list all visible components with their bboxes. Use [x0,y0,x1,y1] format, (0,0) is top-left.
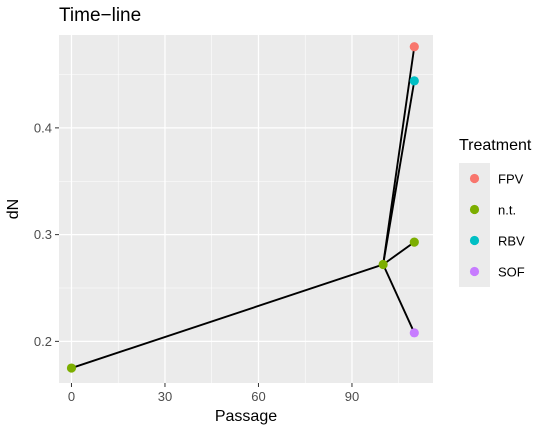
x-tick-label: 60 [251,389,265,404]
legend-key-dot [469,204,480,215]
y-axis-ticks: 0.2 0.3 0.4 [34,120,59,349]
legend: Treatment FPV n.t. RBV SOF [459,137,532,287]
legend-label: SOF [498,265,525,280]
data-point-rbv [409,76,419,86]
legend-label: n.t. [498,203,516,218]
line-segment [382,241,415,266]
plot-panel [59,35,433,383]
legend-keys: FPV n.t. RBV SOF [459,163,525,287]
line-segments [71,46,416,369]
y-tick-label: 0.3 [34,227,52,242]
legend-key-dot [469,266,480,277]
legend-label: RBV [498,234,525,249]
x-tick-label: 30 [158,389,172,404]
data-point-nt [66,363,77,373]
data-point-nt [409,237,419,247]
line-segment [382,264,416,334]
y-axis-title: dN [5,199,22,219]
data-point-nt [378,259,388,270]
x-tick-label: 0 [68,389,75,404]
x-axis-ticks: 0 30 60 90 [68,383,359,404]
y-tick-label: 0.4 [34,120,52,135]
line-segment [382,46,416,265]
line-segment [71,263,384,369]
x-tick-label: 90 [345,389,359,404]
grid-major [59,35,433,383]
data-point-fpv [409,42,419,52]
legend-title: Treatment [459,137,532,154]
chart-title: Time−line [59,5,141,26]
y-tick-label: 0.2 [34,334,52,349]
legend-key-dot [469,173,480,184]
line-segment [382,80,416,265]
legend-label: FPV [498,172,524,187]
x-axis-title: Passage [215,408,277,425]
legend-key-dot [469,235,480,246]
grid-minor [59,35,433,383]
data-point-sof [409,328,419,338]
data-points [66,42,419,373]
